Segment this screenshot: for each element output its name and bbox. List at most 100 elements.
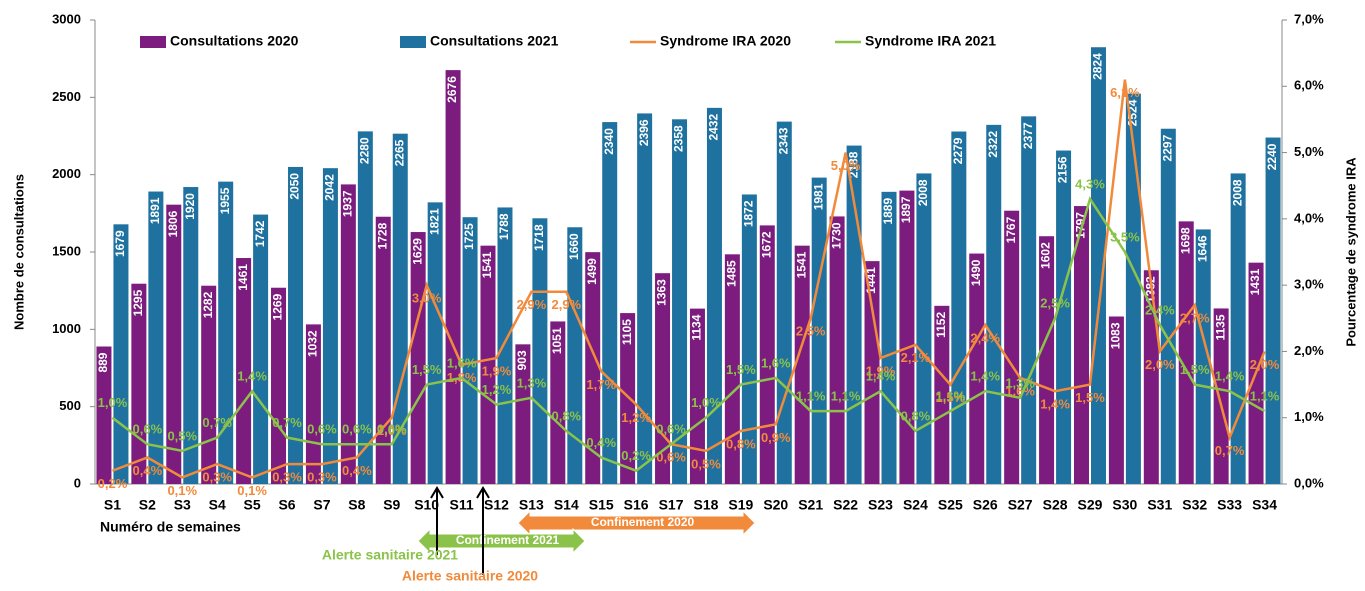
bar-value-label: 1461 [236,264,250,291]
bar-value-label: 1541 [794,251,808,278]
x-tick-label: S13 [519,497,544,513]
bar-value-label: 2042 [323,174,337,201]
bar-value-label: 2008 [1230,179,1244,206]
bar [1073,206,1089,484]
x-tick-label: S19 [728,497,753,513]
bar-value-label: 1134 [690,314,704,340]
x-tick-label: S27 [1008,497,1033,513]
bar [1213,308,1229,484]
bar [759,225,775,484]
x-tick-label: S12 [484,497,509,513]
bar-value-label: 1269 [271,293,285,320]
bar [1265,137,1281,484]
line-value-label: 0,2% [98,476,128,491]
bar [916,173,932,485]
bar-value-label: 2343 [776,127,790,154]
bar [410,232,426,484]
bar [375,216,391,484]
line-value-label: 6,1% [1110,85,1140,100]
bar-value-label: 1672 [759,231,773,258]
bar-value-label: 1646 [1195,235,1209,262]
y-tick-label: 2000 [52,166,81,181]
line-value-label: 0,7% [1215,443,1245,458]
bar [741,194,757,485]
bar [1160,128,1176,485]
line-value-label: 0,1% [237,483,267,498]
line-value-label: 1,0% [691,395,721,410]
bar-value-label: 1282 [201,291,215,318]
bar-value-label: 2265 [392,139,406,166]
line-value-label: 2,4% [970,330,1000,345]
x-tick-label: S32 [1182,497,1207,513]
x-tick-label: S25 [938,497,963,513]
bar [1195,229,1211,484]
line-value-label: 0,6% [377,422,407,437]
line-value-label: 0,4% [586,435,616,450]
line-value-label: 0,7% [272,415,302,430]
line-value-label: 0,4% [342,463,372,478]
bar-value-label: 2396 [637,119,651,146]
x-tick-label: S1 [104,497,121,513]
bar-value-label: 1891 [148,197,162,224]
bar [253,214,269,484]
bar-value-label: 1105 [620,319,634,345]
line-value-label: 1,3% [517,375,547,390]
bar-value-label: 1718 [532,224,546,251]
x-tick-label: S29 [1078,497,1103,513]
line-value-label: 0,6% [342,422,372,437]
bar-value-label: 1499 [585,258,599,285]
bar-value-label: 1485 [725,260,739,287]
line-value-label: 1,0% [377,423,407,438]
bar-value-label: 1629 [410,238,424,265]
line-value-label: 1,5% [412,362,442,377]
line-value-label: 1,7% [586,377,616,392]
bar [550,321,566,484]
x-tick-label: S23 [868,497,893,513]
bar-value-label: 1788 [497,213,511,240]
x-tick-label: S8 [348,497,365,513]
bar [322,168,338,485]
y2-tick-label: 7,0% [1294,11,1324,26]
bar [480,245,496,484]
bar-value-label: 2008 [916,179,930,206]
bar [427,202,443,485]
line-value-label: 1,1% [796,389,826,404]
line-value-label: 0,3% [202,470,232,485]
bar [166,204,182,484]
line-value-label: 1,1% [831,389,861,404]
legend-label: Consultations 2020 [170,33,299,49]
bar-value-label: 2824 [1091,53,1105,80]
bar [706,107,722,484]
annotation: Alerte sanitaire 2020 [402,568,538,584]
bar-value-label: 1730 [829,222,843,249]
bar-value-label: 2280 [358,137,372,164]
line-value-label: 2,7% [1180,310,1210,325]
line-value-label: 5,0% [831,158,861,173]
bar-value-label: 1679 [113,230,127,257]
y2-tick-label: 6,0% [1294,78,1324,93]
bar-value-label: 2297 [1160,134,1174,161]
line-value-label: 1,0% [98,395,128,410]
line-value-label: 2,9% [517,297,547,312]
bar-value-label: 1032 [306,330,320,357]
line-value-label: 0,7% [202,415,232,430]
bar-value-label: 2322 [986,131,1000,158]
y2-axis-label: Pourcentage de syndrome IRA [1343,157,1358,347]
x-tick-label: S22 [833,497,858,513]
annotation-pointer [430,486,444,555]
bar-value-label: 1872 [742,200,756,227]
x-tick-label: S33 [1217,497,1242,513]
bar [532,218,548,485]
bar [497,207,513,484]
annotation: Confinement 2021 [456,533,560,547]
bar-value-label: 2340 [602,128,616,155]
y2-tick-label: 5,0% [1294,144,1324,159]
bar-value-label: 1660 [567,233,581,260]
line-value-label: 1,2% [482,382,512,397]
bar-value-label: 1806 [166,210,180,237]
line-value-label: 2,0% [1145,357,1175,372]
line-value-label: 3,5% [1110,229,1140,244]
legend-label: Syndrome IRA 2021 [865,33,996,49]
bar [218,181,234,485]
